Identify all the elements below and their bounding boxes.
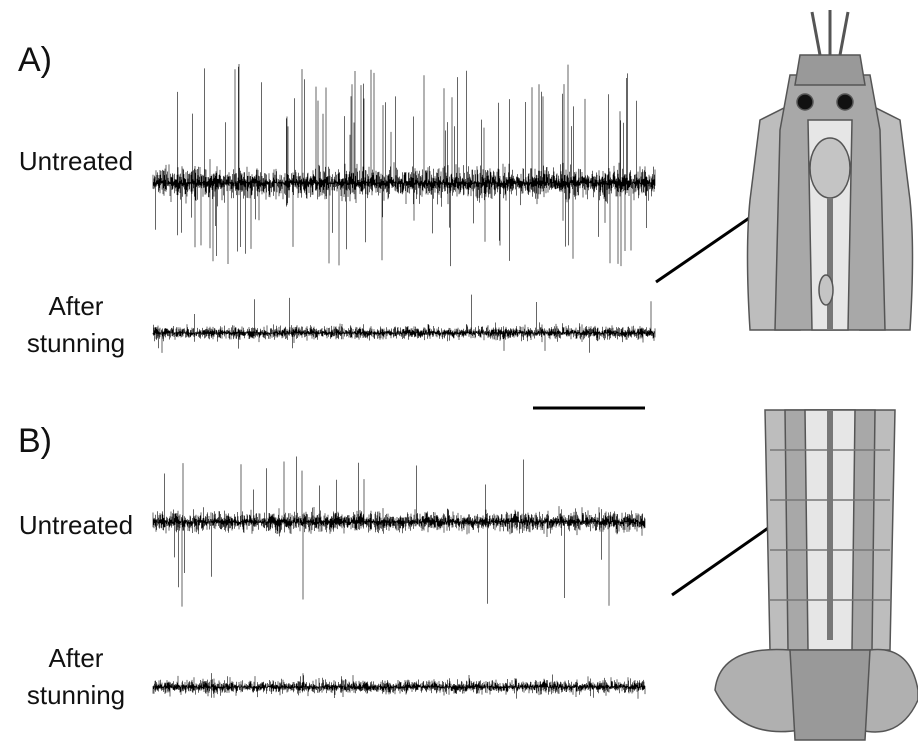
panel-label: B) bbox=[18, 422, 52, 460]
trace-label: Untreated bbox=[19, 510, 133, 540]
crayfish-tail bbox=[714, 409, 918, 741]
recording-trace bbox=[152, 456, 646, 607]
traces bbox=[152, 64, 656, 699]
crayfish-head bbox=[746, 10, 914, 331]
trace-label: Untreated bbox=[19, 146, 133, 176]
trace-label: stunning bbox=[27, 328, 125, 358]
trace-label: After bbox=[49, 643, 104, 673]
recording-trace bbox=[152, 64, 656, 267]
trace-label: stunning bbox=[27, 680, 125, 710]
trace-label: After bbox=[49, 291, 104, 321]
panel-label: A) bbox=[18, 41, 52, 79]
recording-trace bbox=[152, 294, 656, 353]
recording-trace bbox=[152, 673, 646, 699]
